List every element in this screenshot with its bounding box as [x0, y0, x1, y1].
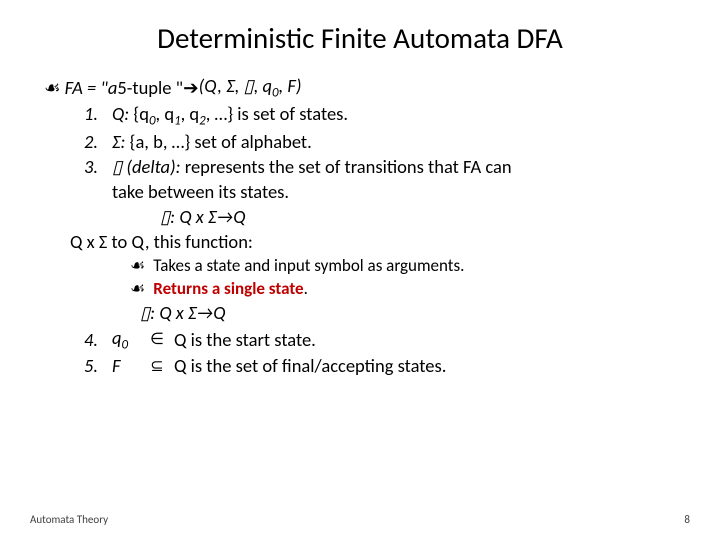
arrow-icon: ➔ — [183, 76, 199, 101]
delta-lead: ▯ (delta): — [112, 155, 181, 178]
sigma-rest: {a, b, …} set of alphabet. — [130, 130, 312, 153]
item-delta: 3. ▯ (delta): represents the set of tran… — [84, 155, 680, 180]
delta-formula-2: ▯: Q x Σ→Q — [140, 301, 680, 326]
q-rest: is set of states. — [233, 102, 348, 125]
q0-var: q0 — [112, 326, 140, 354]
delta-formula: ▯: Q x Σ→Q — [160, 205, 680, 230]
q-sigma-line: Q x Σ to Q, this function: — [70, 230, 680, 255]
intro-tuple: (Q, Σ, ▯, q0, F) — [199, 74, 302, 102]
sub-bullet-1: ☙ Takes a state and input symbol as argu… — [130, 255, 680, 278]
item-sigma: 2. Σ: {a, b, …} set of alphabet. — [84, 130, 680, 155]
num-4: 4. — [84, 328, 112, 353]
num-5: 5. — [84, 354, 112, 379]
leaf-icon: ☙ — [44, 76, 61, 101]
intro-mid: 5-tuple " — [117, 76, 183, 101]
element-of-icon: ∈ — [146, 329, 168, 351]
q-lead: Q: — [112, 102, 133, 125]
definition-list-2: 4. q0 ∈ Q is the start state. 5. F ⊆ Q i… — [84, 326, 680, 379]
page-number: 8 — [684, 513, 690, 526]
sub-bullet-2: ☙ Returns a single state. — [130, 278, 680, 301]
leaf-icon: ☙ — [130, 278, 145, 301]
sub-dot: . — [304, 278, 308, 299]
f-rest: Q is the set of final/accepting states. — [174, 354, 446, 379]
sub-text-2: Returns a single state — [153, 278, 303, 299]
footer-label: Automata Theory — [30, 513, 108, 526]
num-3: 3. — [84, 155, 112, 180]
leaf-icon: ☙ — [130, 255, 145, 278]
item-q0: 4. q0 ∈ Q is the start state. — [84, 326, 680, 354]
slide-body: ☙ FA = "a 5-tuple " ➔ (Q, Σ, ▯, q0, F) 1… — [40, 74, 680, 379]
q0-rest: Q is the start state. — [174, 328, 316, 353]
num-2: 2. — [84, 130, 112, 155]
intro-fa: FA = "a — [65, 76, 118, 101]
intro-line: ☙ FA = "a 5-tuple " ➔ (Q, Σ, ▯, q0, F) — [44, 74, 680, 102]
delta-rest: represents the set of transitions that F… — [181, 155, 512, 178]
subset-icon: ⊆ — [146, 356, 168, 378]
delta-line2: take between its states. — [112, 180, 289, 205]
item-q: 1. Q: {q0, q1, q2, …} is set of states. — [84, 102, 680, 130]
item-f: 5. F ⊆ Q is the set of final/accepting s… — [84, 354, 680, 379]
slide-title: Deterministic Finite Automata DFA — [40, 20, 680, 56]
sigma-lead: Σ: — [112, 130, 130, 153]
sub-text-1: Takes a state and input symbol as argume… — [153, 255, 464, 278]
num-1: 1. — [84, 102, 112, 127]
definition-list: 1. Q: {q0, q1, q2, …} is set of states. … — [84, 102, 680, 205]
f-var: F — [112, 354, 140, 379]
sub-bullet-list: ☙ Takes a state and input symbol as argu… — [130, 255, 680, 301]
q-set: {q0, q1, q2, …} — [133, 102, 233, 125]
item-delta-line2: take between its states. — [84, 180, 680, 205]
